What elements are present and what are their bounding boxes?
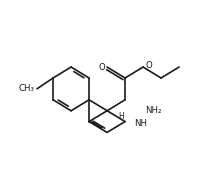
- Text: O: O: [145, 61, 152, 70]
- Text: NH: NH: [135, 119, 148, 128]
- Text: H: H: [118, 112, 124, 121]
- Text: CH₃: CH₃: [19, 84, 35, 93]
- Text: O: O: [98, 63, 105, 72]
- Text: NH₂: NH₂: [145, 106, 162, 115]
